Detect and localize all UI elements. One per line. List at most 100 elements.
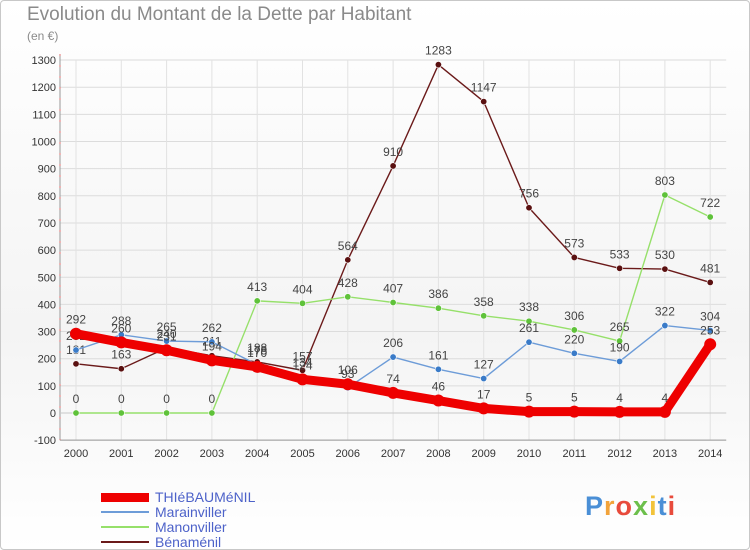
- point-marainviller-2008: [434, 365, 442, 373]
- point-manonviller-2002: [163, 409, 171, 417]
- x-tick-label: 2000: [64, 448, 88, 460]
- point-thiebaumenil-2003: [205, 354, 218, 367]
- data-label-manonviller: 722: [700, 196, 720, 210]
- point-benamenil-2006: [344, 256, 352, 264]
- data-label-thiebaumenil: 260: [111, 321, 131, 335]
- point-thiebaumenil-2013: [658, 405, 671, 418]
- point-benamenil-2014: [706, 278, 714, 286]
- data-label-thiebaumenil: 5: [571, 391, 578, 405]
- data-label-marainviller: 262: [202, 321, 222, 335]
- point-thiebaumenil-2014: [704, 338, 717, 351]
- data-label-manonviller: 0: [163, 392, 170, 406]
- point-benamenil-2010: [525, 204, 533, 212]
- data-label-thiebaumenil: 5: [526, 391, 533, 405]
- legend-swatch-thiebaumenil: [101, 492, 149, 502]
- x-tick-label: 2013: [653, 448, 677, 460]
- point-thiebaumenil-2000: [70, 327, 82, 340]
- legend-swatch-benamenil: [101, 541, 149, 543]
- logo-letter: t: [657, 491, 668, 521]
- data-label-manonviller: 413: [247, 280, 267, 294]
- data-label-thiebaumenil: 194: [202, 339, 222, 353]
- data-label-thiebaumenil: 124: [292, 358, 312, 372]
- data-label-manonviller: 265: [610, 320, 630, 334]
- data-label-marainviller: 261: [519, 321, 539, 335]
- data-label-marainviller: 288: [111, 314, 131, 328]
- x-tick-label: 2007: [381, 448, 405, 460]
- legend-item-benamenil: Bénaménil: [101, 534, 221, 549]
- legend-item-manonviller: Manonviller: [101, 519, 227, 535]
- x-tick-label: 2011: [562, 448, 586, 460]
- y-tick-label: 100: [38, 381, 56, 393]
- point-manonviller-2003: [208, 409, 216, 417]
- point-marainviller-2000: [72, 346, 80, 354]
- data-label-benamenil: 157: [292, 349, 312, 363]
- data-label-thiebaumenil: 253: [700, 323, 720, 337]
- logo-letter: P: [585, 491, 605, 521]
- data-label-manonviller: 803: [655, 174, 675, 188]
- data-label-marainviller: 322: [655, 305, 675, 319]
- data-label-benamenil: 564: [338, 239, 358, 253]
- data-label-benamenil: 530: [655, 248, 675, 262]
- point-benamenil-2008: [434, 61, 442, 69]
- x-tick-label: 2005: [290, 448, 314, 460]
- data-label-manonviller: 428: [338, 276, 358, 290]
- point-thiebaumenil-2011: [568, 405, 581, 418]
- data-label-thiebaumenil: 4: [662, 391, 669, 405]
- data-label-benamenil: 1147: [471, 81, 497, 95]
- data-label-marainviller: 206: [383, 336, 403, 350]
- data-label-manonviller: 0: [209, 392, 216, 406]
- point-thiebaumenil-2008: [432, 394, 445, 407]
- point-benamenil-2011: [570, 253, 578, 261]
- y-tick-label: 600: [38, 245, 56, 257]
- x-tick-label: 2014: [698, 448, 722, 460]
- point-marainviller-2013: [661, 322, 669, 330]
- logo-letter: i: [667, 491, 677, 521]
- data-label-marainviller: 304: [700, 309, 720, 323]
- data-label-benamenil: 163: [111, 348, 131, 362]
- point-benamenil-2007: [389, 162, 397, 170]
- x-tick-label: 2002: [154, 448, 178, 460]
- x-tick-label: 2010: [517, 448, 541, 460]
- point-marainviller-2014: [706, 326, 714, 334]
- point-thiebaumenil-2006: [341, 378, 354, 391]
- x-tick-label: 2003: [200, 448, 224, 460]
- point-marainviller-2009: [480, 375, 488, 383]
- data-label-manonviller: 0: [73, 392, 80, 406]
- chart-title: Evolution du Montant de la Dette par Hab…: [27, 4, 412, 25]
- point-manonviller-2012: [616, 337, 624, 345]
- x-tick-label: 2004: [245, 448, 269, 460]
- logo-letter: x: [633, 491, 650, 521]
- data-label-marainviller: 161: [428, 348, 448, 362]
- data-label-marainviller: 127: [474, 358, 494, 372]
- data-label-benamenil: 573: [564, 236, 584, 250]
- point-marainviller-2003: [208, 338, 216, 346]
- point-thiebaumenil-2005: [296, 373, 309, 386]
- data-label-marainviller: 190: [610, 340, 630, 354]
- legend-label-manonviller: Manonviller: [155, 519, 227, 535]
- point-thiebaumenil-2009: [477, 402, 490, 415]
- point-thiebaumenil-2001: [115, 336, 128, 349]
- y-tick-label: 1000: [32, 137, 56, 149]
- y-tick-label: 400: [38, 299, 56, 311]
- data-label-manonviller: 407: [383, 281, 403, 295]
- legend-label-thiebaumenil: THIéBAUMéNIL: [155, 489, 256, 505]
- x-tick-label: 2006: [336, 448, 360, 460]
- data-label-benamenil: 481: [700, 261, 720, 275]
- legend-swatch-marainviller: [101, 511, 149, 513]
- data-label-thiebaumenil: 17: [477, 387, 491, 401]
- point-thiebaumenil-2007: [387, 386, 400, 399]
- x-tick-label: 2008: [426, 448, 450, 460]
- data-label-thiebaumenil: 170: [247, 346, 267, 360]
- point-manonviller-2011: [570, 326, 578, 334]
- data-label-manonviller: 386: [428, 287, 448, 301]
- data-label-benamenil: 188: [247, 341, 267, 355]
- data-label-marainviller: 93: [341, 367, 355, 381]
- legend-swatch-manonviller: [101, 526, 149, 528]
- point-benamenil-2013: [661, 265, 669, 273]
- point-thiebaumenil-2004: [251, 360, 264, 373]
- data-label-manonviller: 0: [118, 392, 125, 406]
- data-label-marainviller: 220: [564, 332, 584, 346]
- data-label-thiebaumenil: 231: [157, 329, 177, 343]
- legend-label-marainviller: Marainviller: [155, 504, 227, 520]
- y-tick-label: 1100: [32, 109, 56, 121]
